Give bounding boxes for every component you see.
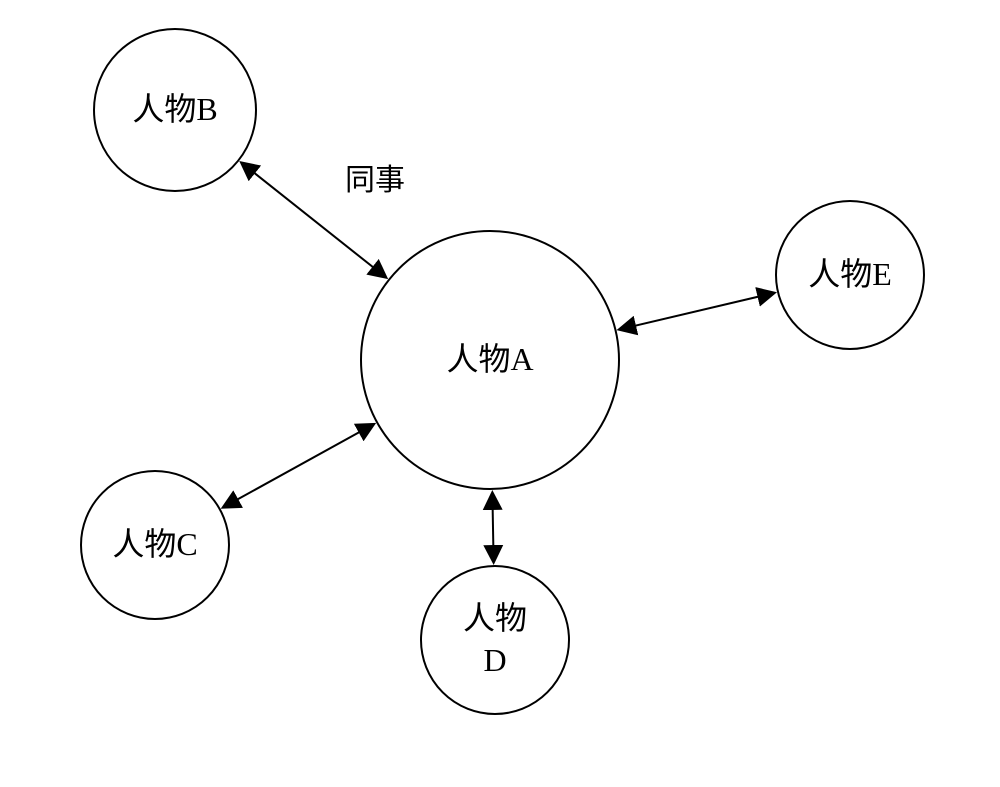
edge-A-D [492, 494, 493, 561]
node-C: 人物C [80, 470, 230, 620]
node-A: 人物A [360, 230, 620, 490]
node-label: 人物B [132, 89, 217, 131]
node-label: 人物 D [463, 598, 527, 681]
edge-label-A-B: 同事 [345, 155, 405, 199]
relationship-diagram: 人物A 人物B 人物C 人物 D 人物E 同事 [0, 0, 1000, 787]
node-label: 人物A [446, 339, 533, 381]
node-E: 人物E [775, 200, 925, 350]
node-label: 人物C [112, 524, 197, 566]
node-D: 人物 D [420, 565, 570, 715]
node-label: 人物E [808, 254, 892, 296]
edge-A-E [620, 293, 773, 329]
node-B: 人物B [93, 28, 257, 192]
edge-A-C [224, 425, 373, 507]
